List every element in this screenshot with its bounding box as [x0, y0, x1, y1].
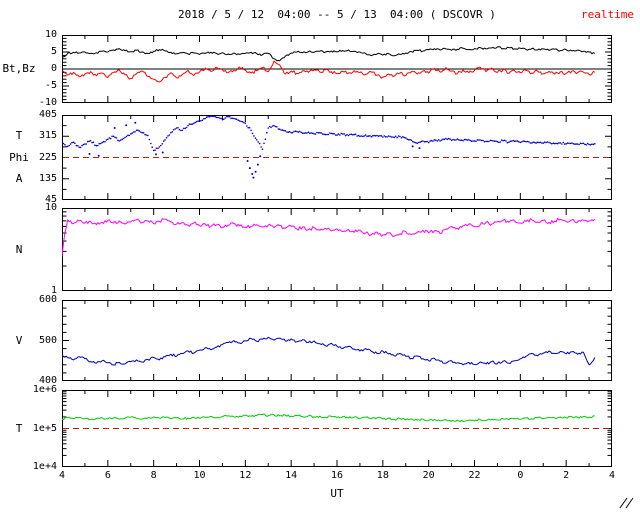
panel-phi-axis-label: Phi	[9, 150, 29, 164]
panel-t-axis-label: T	[15, 421, 23, 435]
x-tick-label: 4	[608, 470, 616, 481]
x-axis-tick-row: 4 6 8 10 12 14 16 18 20 22 0 2 4	[0, 470, 640, 484]
y-tick-label: 315	[38, 130, 57, 142]
plot-t	[62, 390, 612, 467]
y-tick-label: 500	[38, 334, 57, 346]
plot-bt-bz	[62, 35, 612, 103]
y-tick-label: -5	[44, 80, 57, 91]
y-tick-label: 0	[50, 63, 57, 74]
panel-n: N 10 1	[0, 202, 640, 296]
plot-n	[62, 208, 612, 291]
x-tick-label: 16	[330, 470, 344, 481]
x-tick-label: 22	[468, 470, 481, 481]
x-tick-label: 10	[193, 470, 206, 481]
y-tick-label: 225	[38, 151, 57, 163]
x-tick-label: 4	[58, 470, 66, 481]
y-tick-label: 135	[38, 172, 57, 184]
realtime-badge: realtime	[581, 8, 634, 21]
plot-title: 2018 / 5 / 12 04:00 -- 5 / 13 04:00 ( DS…	[178, 8, 496, 21]
y-tick-label: 400	[38, 375, 57, 386]
x-axis-title: UT	[330, 487, 344, 500]
panel-phi-axis-label: T	[15, 129, 23, 143]
y-tick-label: 10	[44, 202, 57, 213]
y-tick-label: 1e+5	[32, 422, 57, 434]
panel-phi: T Phi A 405 315 225 135 45	[0, 109, 640, 205]
x-tick-label: 8	[150, 470, 157, 481]
y-tick-label: 1e+6	[32, 384, 57, 395]
x-tick-label: 14	[285, 470, 298, 481]
panel-t: T 1e+6 1e+5 1e+4	[0, 384, 640, 472]
x-tick-label: 6	[104, 470, 111, 481]
x-tick-label: 18	[376, 470, 389, 481]
y-tick-label: -10	[38, 97, 57, 108]
y-tick-label: 5	[50, 46, 57, 57]
x-tick-label: 20	[422, 470, 435, 481]
y-tick-label: 600	[38, 294, 57, 305]
x-tick-label: 0	[517, 470, 524, 481]
x-tick-label: 12	[239, 470, 252, 481]
y-tick-label: 405	[38, 109, 57, 120]
y-tick-label: 1	[50, 285, 57, 296]
plot-phi	[62, 115, 612, 200]
panel-v: V 600 500 400	[0, 294, 640, 386]
plot-v	[62, 300, 612, 381]
panel-bt-bz: Bt,Bz 10 5 0 -5 -10	[0, 29, 640, 108]
x-tick-label: 2	[563, 470, 570, 481]
y-tick-label: 10	[44, 29, 57, 40]
panel-bt-bz-axis-label: Bt,Bz	[2, 62, 36, 75]
panel-n-axis-label: N	[15, 242, 23, 256]
panel-phi-axis-label: A	[15, 171, 23, 185]
corner-hatch-icon	[619, 497, 634, 509]
y-tick-label: 45	[44, 194, 57, 205]
y-tick-label: 1e+4	[32, 461, 57, 472]
panel-v-axis-label: V	[15, 333, 23, 347]
